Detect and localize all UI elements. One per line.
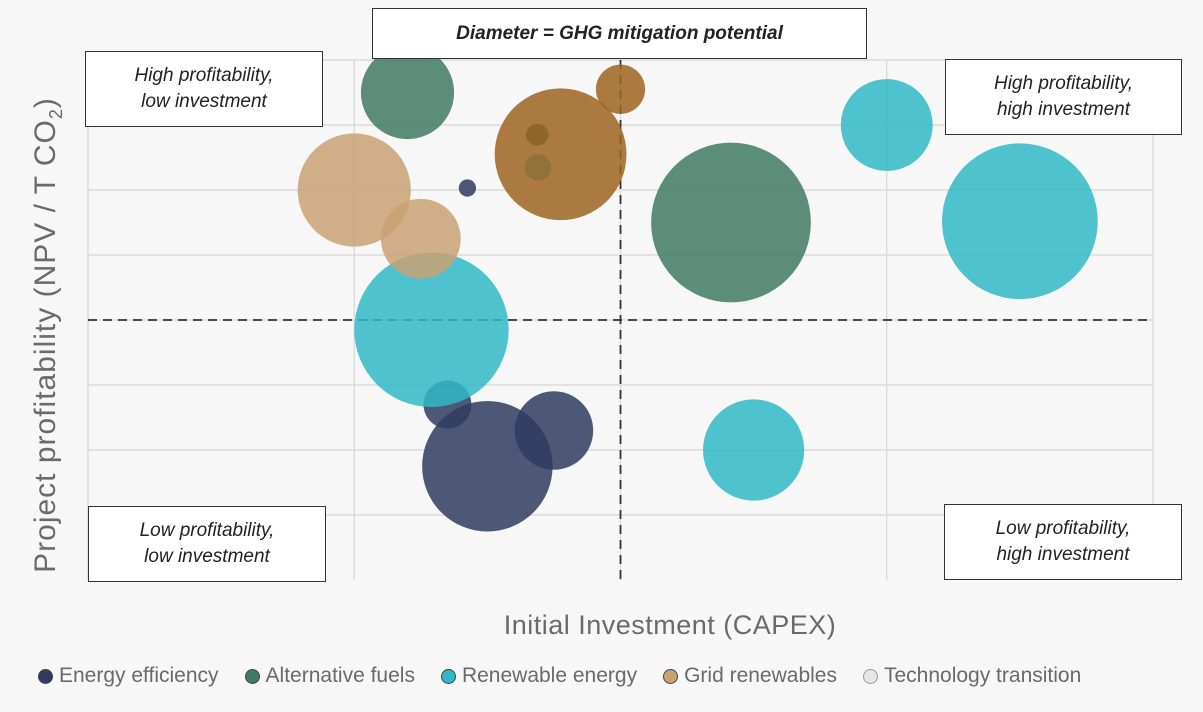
chart-title: Diameter = GHG mitigation potential xyxy=(372,8,867,59)
quadrant-label-top-right: High profitability, high investment xyxy=(945,59,1182,135)
quadrant-label-bottom-left-text: Low profitability, low investment xyxy=(139,520,275,567)
quadrant-label-bottom-right: Low profitability, high investment xyxy=(944,504,1182,580)
y-axis-label-main: Project profitability (NPV / T CO xyxy=(29,119,62,573)
y-axis-label-close: ) xyxy=(29,97,62,109)
legend: Energy efficiency Alternative fuels Rene… xyxy=(38,664,1081,688)
bubble-renewable-energy xyxy=(703,399,805,501)
bubble-alternative-fuels xyxy=(651,142,811,303)
legend-swatch-alternative-fuels xyxy=(244,668,260,684)
legend-swatch-renewable-energy xyxy=(440,668,456,684)
y-axis-label-subscript: 2 xyxy=(46,108,66,120)
legend-swatch-grid-renewables xyxy=(663,668,679,684)
x-axis-label: Initial Investment (CAPEX) xyxy=(503,610,837,640)
legend-item-renewable-energy: Renewable energy xyxy=(440,664,638,688)
bubbles xyxy=(297,45,1098,532)
quadrant-label-top-left: High profitability, low investment xyxy=(85,51,323,127)
legend-label-renewable-energy: Renewable energy xyxy=(461,664,638,687)
quadrant-label-top-left-text: High profitability, low investment xyxy=(134,65,274,112)
legend-label-technology-transition: Technology transition xyxy=(883,664,1082,687)
bubble-renewable-energy xyxy=(840,79,933,171)
legend-swatch-energy-efficiency xyxy=(38,668,53,684)
chart-title-text: Diameter = GHG mitigation potential xyxy=(456,22,783,44)
quadrant-label-bottom-left: Low profitability, low investment xyxy=(88,506,326,582)
legend-swatch-technology-transition xyxy=(862,668,878,684)
bubble-grid-renewables xyxy=(297,133,411,247)
legend-label-energy-efficiency: Energy efficiency xyxy=(59,664,219,687)
bubble-grid-renewables xyxy=(380,198,461,279)
legend-item-alternative-fuels: Alternative fuels xyxy=(244,664,415,688)
legend-label-grid-renewables: Grid renewables xyxy=(684,664,837,687)
bubble-alternative-fuels xyxy=(360,45,455,140)
legend-item-grid-renewables: Grid renewables xyxy=(663,664,837,688)
bubble-energy-efficiency xyxy=(422,401,553,532)
bubble-renewable-energy xyxy=(941,143,1098,300)
bubble-grid-renewables xyxy=(595,64,646,114)
legend-item-technology-transition: Technology transition xyxy=(862,664,1082,688)
bubble-energy-efficiency xyxy=(458,179,477,197)
legend-item-energy-efficiency: Energy efficiency xyxy=(38,664,219,688)
legend-label-alternative-fuels: Alternative fuels xyxy=(265,664,415,687)
bubble-renewable-energy xyxy=(354,252,509,407)
y-axis-label: Project profitability (NPV / T CO2) xyxy=(29,97,67,573)
bubble-grid-renewables xyxy=(494,88,627,221)
quadrant-dividers xyxy=(88,60,1153,580)
quadrant-label-top-right-text: High profitability, high investment xyxy=(993,73,1134,120)
quadrant-label-bottom-right-text: Low profitability, high investment xyxy=(995,518,1131,565)
